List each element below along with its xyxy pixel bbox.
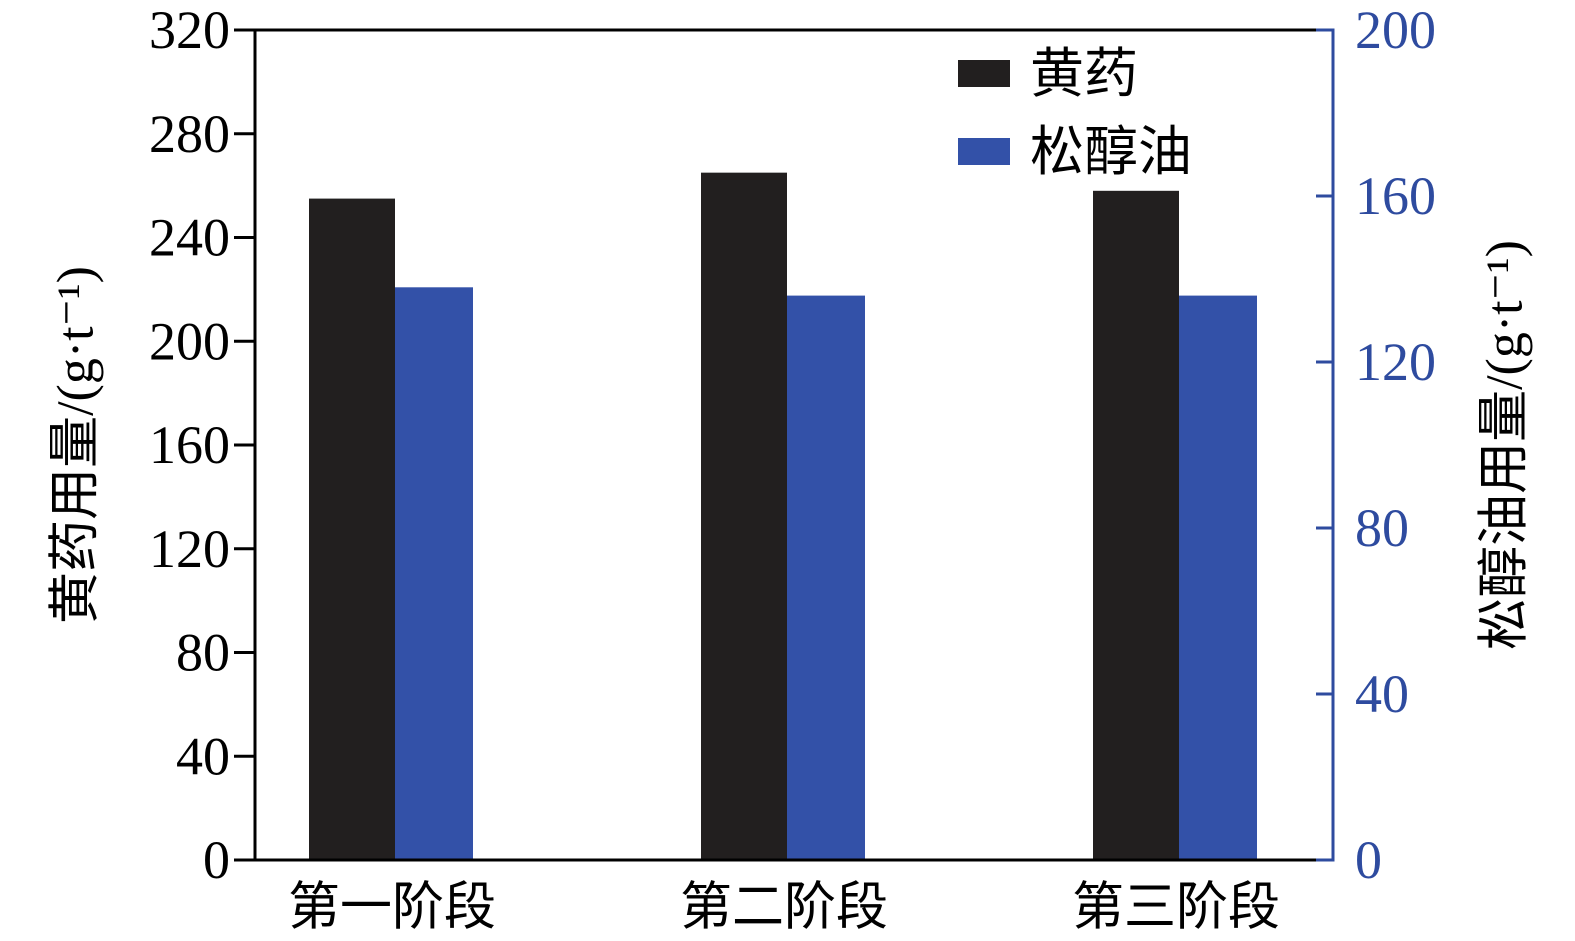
category-label-2: 第二阶段 xyxy=(680,880,888,937)
bar-series-2-category-2 xyxy=(787,295,865,861)
bar-series-1-category-2 xyxy=(701,172,787,860)
legend-label-2: 松醇油 xyxy=(1030,122,1192,182)
right-y-tick-label: 200 xyxy=(1355,0,1436,60)
right-y-tick-label: 0 xyxy=(1355,830,1382,890)
bars-layer xyxy=(309,172,1257,861)
left-y-tick-label: 80 xyxy=(176,623,230,683)
left-y-tick-label: 320 xyxy=(149,0,230,60)
left-y-tick-label: 160 xyxy=(149,415,230,475)
bar-series-1-category-1 xyxy=(309,198,395,860)
right-y-tick-label: 40 xyxy=(1355,664,1409,724)
left-y-tick-label: 40 xyxy=(176,726,230,786)
left-y-axis-title: 黄药用量/(g·t⁻¹) xyxy=(48,266,105,624)
right-y-tick-label: 120 xyxy=(1355,332,1436,392)
left-y-tick-label: 120 xyxy=(149,519,230,579)
bar-series-1-category-3 xyxy=(1093,190,1179,860)
left-y-tick-label: 200 xyxy=(149,311,230,371)
bar-series-2-category-1 xyxy=(395,287,473,860)
right-y-tick-label: 160 xyxy=(1355,166,1436,226)
axes-layer xyxy=(234,28,1335,862)
left-y-tick-label: 0 xyxy=(203,830,230,890)
right-y-axis-title: 松醇油用量/(g·t⁻¹) xyxy=(1477,240,1534,650)
legend-swatch-1 xyxy=(958,60,1010,87)
category-label-3: 第三阶段 xyxy=(1072,880,1280,937)
bar-series-2-category-3 xyxy=(1179,295,1257,861)
left-y-tick-label: 240 xyxy=(149,208,230,268)
labels-layer: 0 40 80 120 160 200 240 280 320 0 40 80 120 160 200 第一阶… xyxy=(48,0,1534,937)
right-y-tick-label: 80 xyxy=(1355,498,1409,558)
legend-swatch-2 xyxy=(958,138,1010,165)
left-y-tick-label: 280 xyxy=(149,104,230,164)
category-label-1: 第一阶段 xyxy=(288,880,496,937)
legend-label-1: 黄药 xyxy=(1030,44,1138,104)
